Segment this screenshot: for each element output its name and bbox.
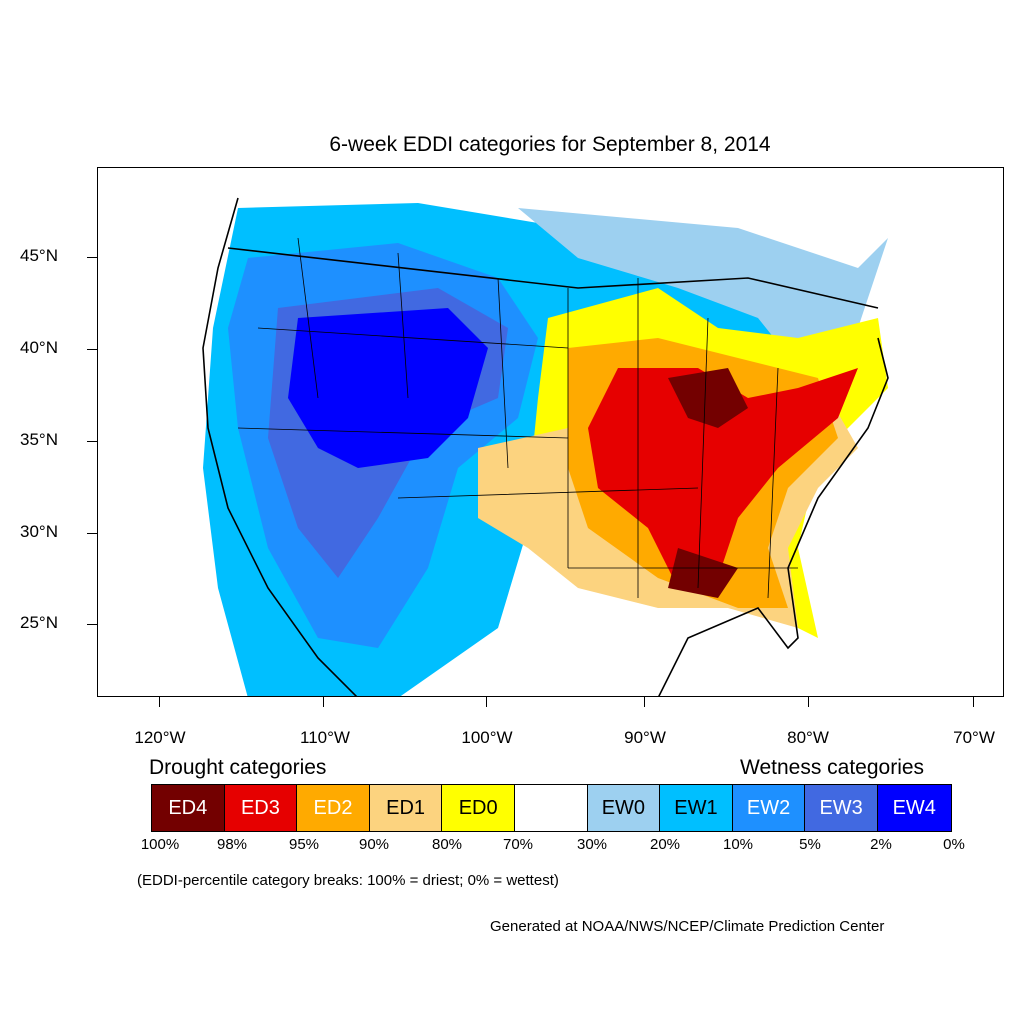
legend-ew4: EW4 — [877, 785, 951, 831]
state-borders — [237, 237, 798, 599]
pct-label: 20% — [649, 836, 681, 853]
pct-label: 30% — [576, 836, 608, 853]
pct-label: 0% — [943, 836, 965, 853]
legend-ew3: EW3 — [805, 785, 878, 831]
lon-label-110: 110°W — [300, 728, 350, 747]
legend-neutral — [514, 785, 588, 831]
lon-label-70: 70°W — [953, 728, 995, 747]
pct-label: 5% — [799, 836, 821, 853]
legend-ed1: ED1 — [369, 785, 443, 831]
footnote: (EDDI-percentile category breaks: 100% =… — [137, 872, 559, 889]
lat-tick — [87, 349, 97, 350]
category-legend: ED4 ED3 ED2 ED1 ED0 EW0 EW1 EW2 EW3 EW4 — [151, 784, 952, 832]
lat-tick — [87, 257, 97, 258]
lat-label-35: 35°N — [20, 430, 58, 449]
pct-label: 90% — [358, 836, 390, 853]
lon-tick — [486, 697, 487, 707]
legend-ed4: ED4 — [152, 785, 225, 831]
lat-tick — [87, 533, 97, 534]
legend-ed3: ED3 — [224, 785, 298, 831]
lat-label-25: 25°N — [20, 613, 58, 632]
legend-ew0: EW0 — [587, 785, 661, 831]
wetness-heading: Wetness categories — [740, 756, 925, 779]
eddi-map — [97, 167, 1004, 697]
lat-label-30: 30°N — [20, 522, 58, 541]
eddi-map-canvas — [202, 197, 889, 696]
lon-tick — [973, 697, 974, 707]
region-ed3 — [588, 368, 858, 588]
coastline — [202, 197, 889, 696]
pct-label: 2% — [870, 836, 892, 853]
credit-line: Generated at NOAA/NWS/NCEP/Climate Predi… — [490, 918, 885, 935]
lat-tick — [87, 624, 97, 625]
pct-label: 98% — [216, 836, 248, 853]
legend-ew2: EW2 — [732, 785, 806, 831]
pct-label: 80% — [431, 836, 463, 853]
region-ed4 — [668, 368, 748, 598]
lon-label-120: 120°W — [134, 728, 186, 747]
legend-ew1: EW1 — [660, 785, 733, 831]
lon-tick — [159, 697, 160, 707]
lon-label-100: 100°W — [461, 728, 513, 747]
lon-label-90: 90°W — [624, 728, 666, 747]
lon-label-80: 80°W — [787, 728, 829, 747]
lat-label-45: 45°N — [20, 246, 58, 265]
pct-label: 70% — [502, 836, 534, 853]
region-ew4 — [288, 308, 488, 468]
legend-ed0: ED0 — [442, 785, 515, 831]
lat-tick — [87, 441, 97, 442]
drought-heading: Drought categories — [149, 756, 327, 779]
region-ew0-north — [518, 208, 888, 368]
pct-label: 100% — [140, 836, 180, 853]
lon-tick — [323, 697, 324, 707]
lat-label-40: 40°N — [20, 338, 58, 357]
lon-tick — [808, 697, 809, 707]
pct-label: 95% — [288, 836, 320, 853]
legend-ed2: ED2 — [297, 785, 370, 831]
lon-tick — [644, 697, 645, 707]
map-title: 6-week EDDI categories for September 8, … — [329, 133, 771, 156]
pct-label: 10% — [722, 836, 754, 853]
